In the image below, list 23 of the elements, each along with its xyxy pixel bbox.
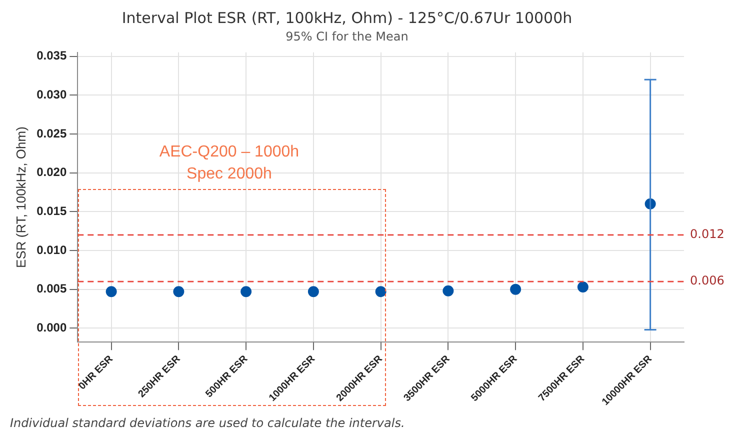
ref-line-label: 0.012 (690, 227, 724, 242)
ref-line-label: 0.006 (690, 274, 724, 288)
chart-title: Interval Plot ESR (RT, 100kHz, Ohm) - 125°C/0.67Ur 10000h (122, 8, 572, 27)
y-tick-label: 0.025 (36, 126, 67, 140)
annotation: AEC-Q200 – 1000h Spec 2000h (159, 143, 300, 182)
y-tick-label: 0.035 (36, 48, 67, 63)
text: Individual standard deviations are used to calculate the intervals. (10, 416, 405, 430)
point (308, 286, 319, 298)
point (577, 281, 588, 292)
point (510, 284, 522, 295)
y-axis-title: ESR (RT, 100kHz, Ohm) (13, 126, 28, 268)
point (442, 285, 454, 296)
point (240, 286, 252, 298)
y-tick-label: 0.010 (36, 242, 67, 257)
point (375, 286, 386, 298)
y-tick-label: 0.015 (36, 204, 67, 218)
point (173, 286, 184, 298)
y-tick-label: 0.020 (36, 165, 67, 180)
point (106, 286, 117, 298)
y-tick-label: 0.000 (36, 320, 67, 334)
chart-subtitle: 95% CI for the Mean (286, 29, 408, 44)
y-tick-label: 0.005 (36, 282, 67, 296)
y-tick-label: 0.030 (36, 87, 67, 102)
